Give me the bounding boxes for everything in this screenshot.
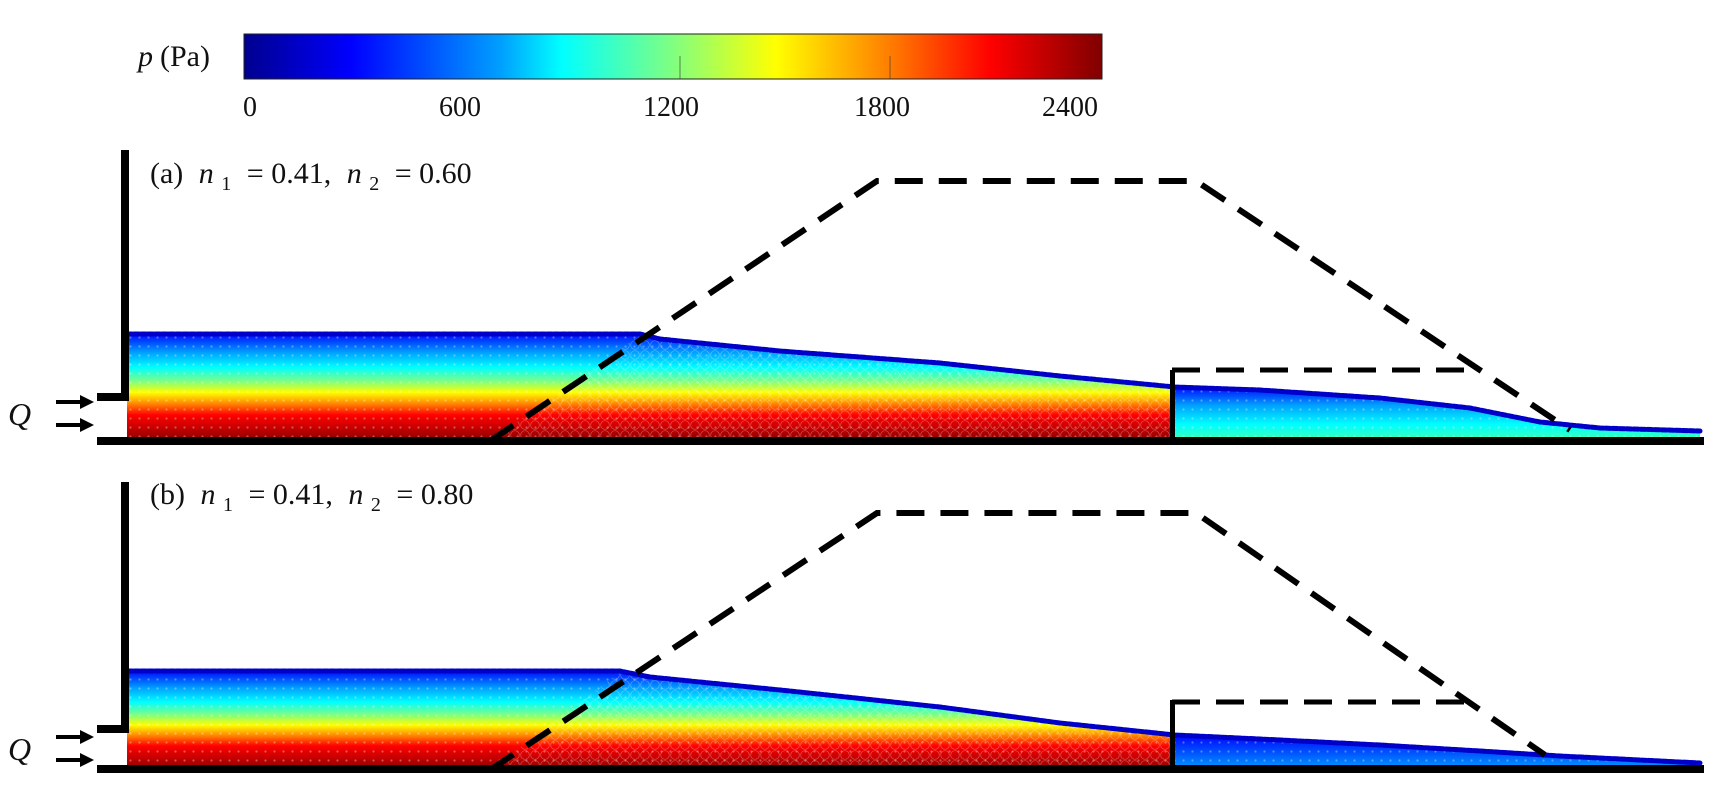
inlet-wall xyxy=(121,150,129,400)
n1-subscript: 1 xyxy=(223,494,233,516)
n1-symbol: n xyxy=(199,157,214,190)
inflow-label: Q xyxy=(8,396,31,432)
n2-subscript: 2 xyxy=(371,494,381,516)
n2-value: = 0.80 xyxy=(396,478,473,511)
n1-subscript: 1 xyxy=(221,173,231,195)
panel-b-label: (b) n 1 = 0.41, n 2 = 0.80 xyxy=(150,478,473,518)
inlet-wall xyxy=(121,482,129,732)
panel-a: Q (a) n 1 = 0.41, n 2 = 0.60 xyxy=(8,150,1704,445)
svg-text:(b) n 1: (b) n 1 = 0.41, n 2 = 0.80 xyxy=(150,478,473,518)
colorbar-tick-2400: 2400 xyxy=(1042,92,1098,123)
channel-bed xyxy=(97,437,1704,445)
colorbar-tick-1200: 1200 xyxy=(643,92,699,123)
n2-subscript: 2 xyxy=(369,173,379,195)
svg-text:(a) n 1: (a) n 1 = 0.41, n 2 = 0.60 xyxy=(150,157,472,197)
n1-value: = 0.41, xyxy=(247,157,331,190)
colorbar-tick-1800: 1800 xyxy=(854,92,910,123)
inflow-arrows xyxy=(56,730,94,767)
dam-outline xyxy=(488,510,1547,773)
colorbar: p (Pa) 0 600 1200 1800 2400 xyxy=(136,33,1103,123)
dam-outline xyxy=(488,178,1572,444)
colorbar-unit-label: (Pa) xyxy=(160,40,210,73)
inlet-step xyxy=(97,725,129,733)
n2-symbol: n xyxy=(348,478,363,511)
panel-b: Q (b) n 1 = 0.41, n 2 = 0.80 xyxy=(8,478,1704,773)
colorbar-tick-0: 0 xyxy=(243,92,257,123)
n2-symbol: n xyxy=(347,157,362,190)
n2-value: = 0.60 xyxy=(395,157,472,190)
inlet-step xyxy=(97,393,129,401)
particle-texture-embankment xyxy=(490,672,1175,770)
colorbar-tick-600: 600 xyxy=(439,92,481,123)
toe-wall xyxy=(1170,700,1175,768)
channel-bed xyxy=(97,765,1704,773)
panel-b-prefix: (b) xyxy=(150,478,185,511)
colorbar-variable-label: p xyxy=(136,40,153,73)
inflow-arrows xyxy=(56,395,94,432)
particle-texture-embankment xyxy=(490,335,1175,441)
n1-value: = 0.41, xyxy=(248,478,332,511)
colorbar-gradient xyxy=(243,33,1103,80)
inflow-label: Q xyxy=(8,731,31,767)
n1-symbol: n xyxy=(200,478,215,511)
panel-a-prefix: (a) xyxy=(150,157,183,190)
toe-wall xyxy=(1170,370,1175,440)
panel-a-label: (a) n 1 = 0.41, n 2 = 0.60 xyxy=(150,157,472,197)
